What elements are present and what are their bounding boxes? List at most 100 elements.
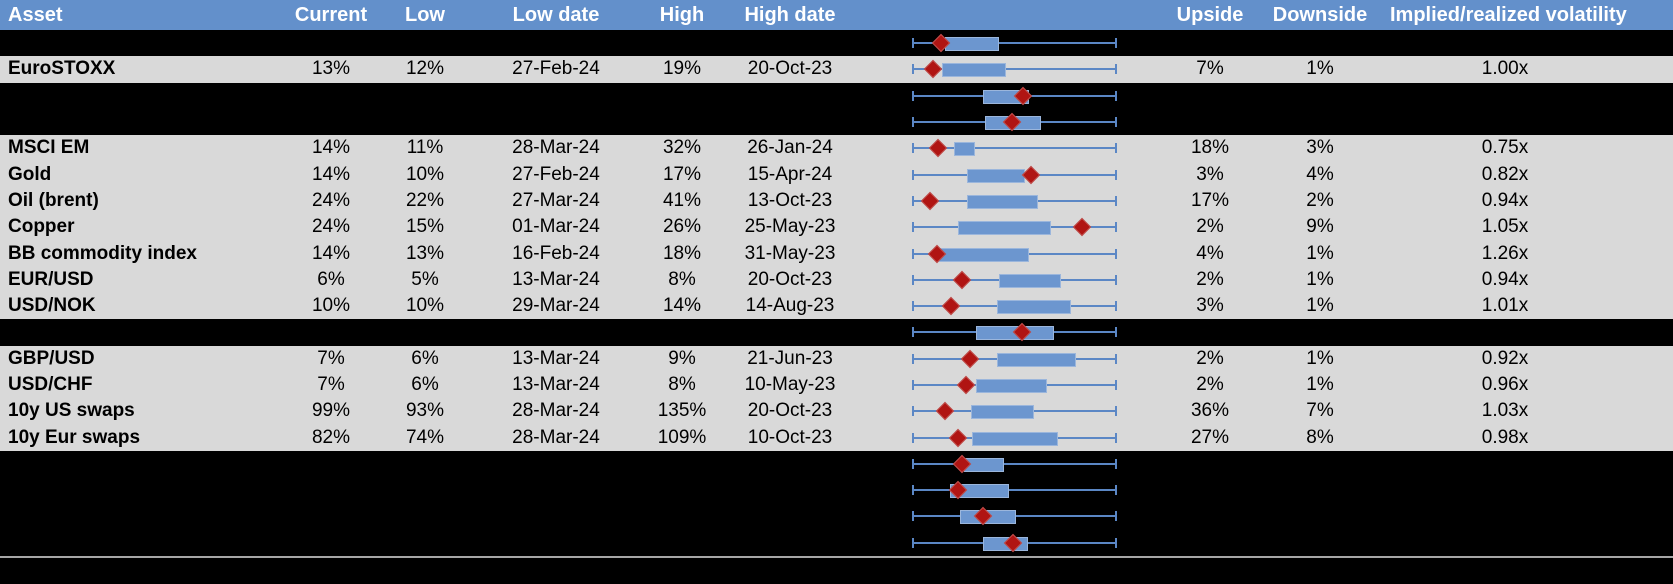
high-cell: 17% bbox=[662, 163, 702, 185]
range-chart-cell bbox=[850, 451, 1170, 477]
range-chart-cell bbox=[850, 319, 1170, 345]
whisker-line bbox=[912, 462, 1117, 465]
footer-bar bbox=[0, 557, 1673, 584]
downside-cell: 9% bbox=[1306, 216, 1334, 238]
low-cell: 5% bbox=[411, 268, 439, 290]
whisker-line bbox=[912, 42, 1117, 45]
upside-cell: 36% bbox=[1190, 400, 1230, 422]
high-cell: 109% bbox=[657, 426, 707, 448]
table-row: Oil (brent) 24% 22% 27-Mar-24 41% 13-Oct… bbox=[0, 187, 1673, 215]
asset-cell: 10y US swaps bbox=[8, 400, 135, 422]
whisker-line bbox=[912, 68, 1117, 71]
implied-cell: 0.92x bbox=[1481, 347, 1529, 369]
current-cell: 6% bbox=[317, 268, 345, 290]
whisker-left-cap bbox=[912, 327, 914, 338]
table-row bbox=[0, 503, 1673, 530]
downside-cell: 8% bbox=[1306, 426, 1334, 448]
asset-cell: GBP/USD bbox=[8, 347, 95, 369]
table-row bbox=[0, 82, 1673, 109]
boxplot bbox=[912, 530, 1117, 556]
high-date-cell: 21-Jun-23 bbox=[747, 347, 833, 369]
range-box bbox=[971, 431, 1058, 446]
boxplot bbox=[912, 293, 1117, 319]
table-row: Gold 14% 10% 27-Feb-24 17% 15-Apr-24 3% … bbox=[0, 161, 1673, 188]
whisker-left-cap bbox=[912, 274, 914, 285]
table-row: GBP/USD 7% 6% 13-Mar-24 9% 21-Jun-23 2% … bbox=[0, 345, 1673, 372]
high-cell: 135% bbox=[657, 400, 707, 422]
low-cell: 15% bbox=[405, 216, 445, 238]
boxplot bbox=[912, 188, 1117, 214]
range-box bbox=[954, 142, 976, 157]
downside-cell: 2% bbox=[1306, 189, 1334, 211]
current-cell: 82% bbox=[311, 426, 351, 448]
table-row bbox=[0, 450, 1673, 478]
upside-cell: 2% bbox=[1196, 268, 1224, 290]
whisker-left-cap bbox=[912, 485, 914, 496]
diamond-marker bbox=[1072, 218, 1091, 237]
upside-cell: 17% bbox=[1190, 189, 1230, 211]
asset-cell: MSCI EM bbox=[8, 137, 90, 159]
whisker-right-cap bbox=[1115, 274, 1117, 285]
boxplot bbox=[912, 319, 1117, 345]
asset-cell: 10y Eur swaps bbox=[8, 426, 141, 448]
diamond-marker bbox=[935, 402, 955, 421]
high-cell: 41% bbox=[662, 189, 702, 211]
low-cell: 6% bbox=[411, 347, 439, 369]
boxplot bbox=[912, 477, 1117, 503]
table-row: EuroSTOXX 13% 12% 27-Feb-24 19% 20-Oct-2… bbox=[0, 56, 1673, 83]
high-cell: 19% bbox=[662, 58, 702, 80]
upside-cell: 3% bbox=[1196, 295, 1224, 317]
low-date-cell: 13-Mar-24 bbox=[512, 374, 600, 395]
col-header-low-date: Low date bbox=[512, 3, 600, 26]
range-box bbox=[966, 194, 1038, 209]
low-cell: 93% bbox=[405, 400, 445, 422]
diamond-marker bbox=[956, 375, 975, 395]
range-chart-cell bbox=[850, 346, 1170, 372]
whisker-right-cap bbox=[1115, 458, 1117, 469]
whisker-left-cap bbox=[912, 248, 914, 259]
high-date-cell: 10-May-23 bbox=[744, 374, 836, 395]
col-header-implied-realized-volatility: Implied/realized volatility bbox=[1390, 3, 1627, 26]
asset-cell: EUR/USD bbox=[8, 268, 94, 290]
range-chart-cell bbox=[850, 56, 1170, 82]
current-cell: 14% bbox=[311, 163, 351, 185]
boxplot bbox=[912, 503, 1117, 529]
high-date-cell: 25-May-23 bbox=[744, 216, 836, 238]
high-cell: 18% bbox=[662, 242, 702, 264]
whisker-left-cap bbox=[912, 432, 914, 443]
whisker-left-cap bbox=[912, 353, 914, 364]
low-cell: 6% bbox=[411, 374, 439, 395]
range-chart-cell bbox=[850, 161, 1170, 187]
whisker-right-cap bbox=[1115, 248, 1117, 259]
high-cell: 14% bbox=[662, 295, 702, 317]
whisker-right-cap bbox=[1115, 537, 1117, 548]
high-date-cell: 20-Oct-23 bbox=[747, 58, 833, 80]
range-chart-cell bbox=[850, 477, 1170, 503]
whisker-right-cap bbox=[1115, 380, 1117, 390]
range-chart-cell bbox=[850, 293, 1170, 319]
whisker-left-cap bbox=[912, 90, 914, 101]
range-chart-cell bbox=[850, 267, 1170, 293]
whisker-left-cap bbox=[912, 117, 914, 128]
low-date-cell: 28-Mar-24 bbox=[512, 426, 600, 448]
col-header-low: Low bbox=[405, 3, 445, 26]
upside-cell: 2% bbox=[1196, 347, 1224, 369]
whisker-right-cap bbox=[1115, 195, 1117, 206]
current-cell: 24% bbox=[311, 189, 351, 211]
boxplot bbox=[912, 267, 1117, 293]
boxplot bbox=[912, 214, 1117, 240]
upside-cell: 27% bbox=[1190, 426, 1230, 448]
low-cell: 10% bbox=[405, 295, 445, 317]
range-chart-cell bbox=[850, 424, 1170, 450]
range-chart-cell bbox=[850, 503, 1170, 529]
implied-cell: 0.75x bbox=[1481, 137, 1529, 159]
whisker-right-cap bbox=[1115, 432, 1117, 443]
high-date-cell: 14-Aug-23 bbox=[745, 295, 835, 317]
low-date-cell: 28-Mar-24 bbox=[512, 137, 600, 159]
high-cell: 8% bbox=[668, 374, 696, 395]
low-date-cell: 27-Feb-24 bbox=[512, 163, 600, 185]
diamond-marker bbox=[920, 191, 939, 211]
diamond-marker bbox=[960, 349, 980, 368]
range-box bbox=[976, 379, 1048, 393]
